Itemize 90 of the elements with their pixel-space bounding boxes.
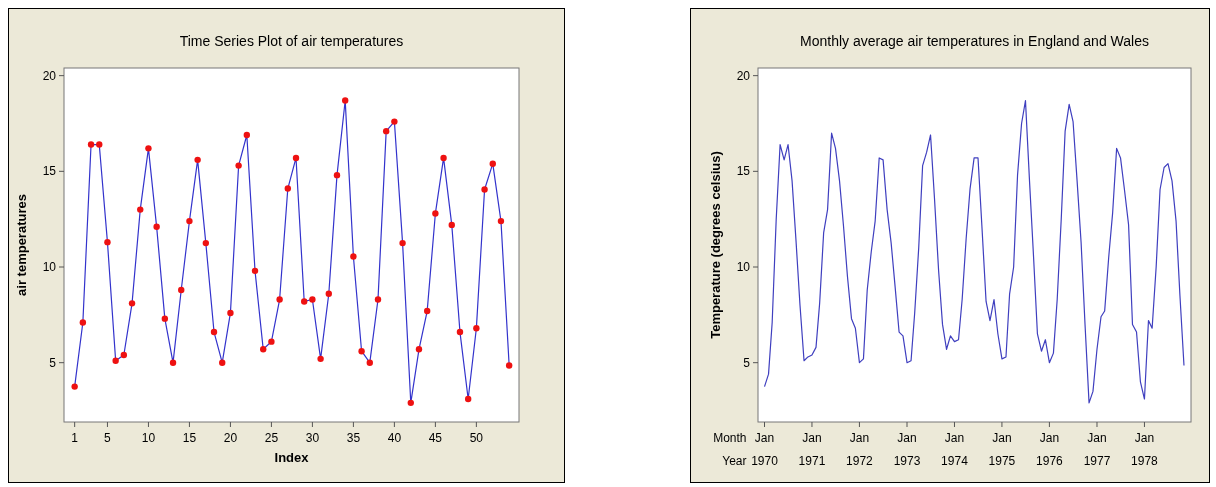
point	[342, 97, 349, 104]
point	[186, 217, 193, 225]
point	[145, 145, 152, 152]
point	[284, 185, 292, 192]
point	[71, 383, 78, 390]
x-tick-label: 30	[305, 431, 320, 445]
point	[227, 309, 234, 317]
point	[96, 141, 103, 148]
y-tick-label: 10	[736, 260, 751, 275]
point	[415, 346, 423, 353]
x-tick-label: Jan 1977	[1083, 431, 1111, 468]
x-tick-label: 45	[428, 431, 443, 445]
x-tick-label: Jan 1974	[941, 431, 969, 468]
x-tick-label: Jan 1976	[1036, 431, 1064, 468]
point	[333, 171, 341, 179]
x-tick-label: 40	[387, 431, 402, 445]
text: Month	[713, 431, 747, 445]
point	[366, 359, 373, 366]
x-tick-label: Jan 1970	[751, 431, 779, 468]
point	[407, 399, 414, 407]
point	[128, 300, 136, 307]
x-axis-title: Index	[274, 450, 310, 465]
y-tick-label: 5	[743, 355, 751, 370]
point	[440, 154, 447, 162]
y-tick-label: 20	[736, 68, 751, 83]
point	[309, 296, 316, 303]
point	[251, 267, 259, 275]
x-tick-label: 10	[141, 431, 156, 445]
point	[358, 348, 365, 355]
x-tick-label: 50	[469, 431, 484, 445]
x-tick-label: 25	[264, 431, 279, 445]
point	[243, 131, 251, 139]
x-tick-label: 35	[346, 431, 361, 445]
chart-title: Time Series Plot of air temperatures	[179, 33, 404, 49]
y-tick-label: 5	[49, 355, 57, 370]
point	[301, 298, 308, 305]
point	[489, 160, 496, 167]
point	[104, 238, 111, 246]
point	[235, 162, 242, 169]
point	[112, 357, 119, 364]
y-axis-title: Temperature (degrees celsius)	[708, 151, 723, 339]
point	[473, 325, 480, 332]
x-tick-label: Jan 1971	[798, 431, 826, 468]
point	[87, 141, 95, 148]
point	[292, 154, 300, 162]
point	[120, 351, 128, 359]
point	[464, 395, 472, 403]
y-tick-label: 10	[42, 260, 57, 275]
point	[194, 156, 201, 164]
point	[399, 239, 406, 247]
point	[325, 290, 332, 297]
point	[79, 319, 87, 326]
x-tick-label: 15	[182, 431, 197, 445]
point	[268, 338, 275, 345]
point	[161, 315, 169, 322]
point	[178, 286, 185, 294]
point	[210, 328, 218, 336]
y-tick-label: 20	[42, 68, 57, 83]
point	[374, 296, 382, 303]
point	[456, 328, 464, 336]
x-tick-label: 5	[104, 431, 112, 445]
point	[382, 127, 390, 135]
x-tick-label: 1	[71, 431, 79, 445]
point	[505, 362, 513, 369]
point	[391, 118, 398, 125]
point	[497, 217, 505, 225]
x-tick-label: 20	[223, 431, 238, 445]
x-tick-label: Jan 1972	[846, 431, 874, 468]
point	[153, 223, 160, 231]
point	[423, 307, 431, 315]
point	[317, 355, 324, 363]
y-tick-label: 15	[42, 164, 57, 179]
y-tick-label: 15	[736, 164, 751, 179]
chart-title: Monthly average air temperatures in England and Wales	[800, 33, 1149, 49]
point	[276, 296, 283, 303]
point	[169, 359, 177, 366]
point	[432, 210, 439, 217]
point	[260, 346, 267, 353]
point	[448, 221, 455, 229]
point	[481, 186, 488, 193]
point	[202, 239, 210, 247]
text: Year	[722, 454, 747, 468]
point	[219, 359, 226, 366]
x-tick-label: Jan 1973	[893, 431, 921, 468]
line-series	[763, 99, 1185, 404]
x-tick-label: Jan 1978	[1131, 431, 1159, 468]
point	[137, 206, 144, 213]
x-tick-label: Jan 1975	[988, 431, 1016, 468]
point	[350, 253, 357, 260]
y-axis-title: air temperatures	[14, 194, 29, 296]
